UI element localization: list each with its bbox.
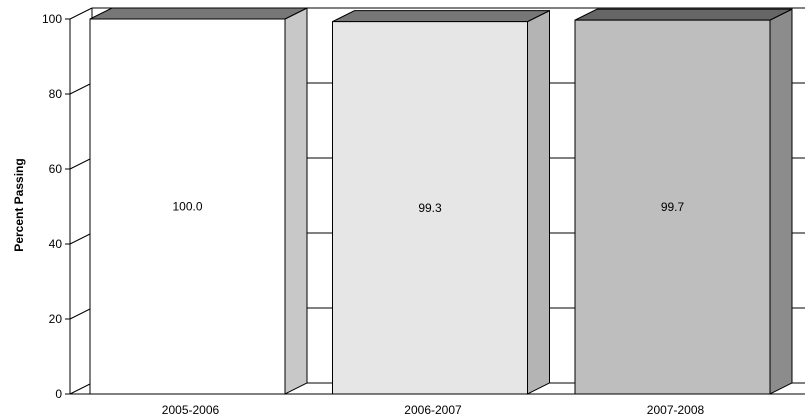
y-tick-label: 40 bbox=[49, 237, 63, 251]
y-tick-label: 0 bbox=[55, 387, 62, 401]
bar bbox=[574, 19, 771, 395]
bar-side bbox=[769, 8, 793, 395]
bar-top bbox=[89, 7, 308, 20]
bar-group: 100.0 bbox=[89, 7, 308, 395]
bar-top bbox=[574, 8, 793, 21]
y-tick-label: 60 bbox=[49, 162, 63, 176]
y-tick-label: 20 bbox=[49, 312, 63, 326]
bar bbox=[89, 18, 286, 395]
bar bbox=[332, 21, 528, 395]
x-tick-label: 2007-2008 bbox=[647, 403, 705, 417]
x-tick-label: 2006-2007 bbox=[404, 403, 462, 417]
floor-edge bbox=[69, 382, 93, 395]
data-label: 99.7 bbox=[661, 200, 685, 214]
y-axis-title: Percent Passing bbox=[12, 158, 26, 251]
data-label: 100.0 bbox=[172, 200, 202, 214]
bar-group: 99.3 bbox=[332, 9, 550, 395]
y-tick-label: 80 bbox=[49, 87, 63, 101]
bars: 100.0 99.3 99.7 bbox=[89, 7, 793, 395]
gridline-diagonal bbox=[69, 307, 93, 320]
bar-side bbox=[284, 7, 308, 395]
bar-group: 99.7 bbox=[574, 8, 793, 395]
y-axis-ticks: 0 20 40 60 80 100 bbox=[42, 12, 70, 401]
gridline-diagonal bbox=[69, 157, 93, 170]
gridline-diagonal bbox=[69, 232, 93, 245]
bar-top bbox=[332, 10, 550, 23]
data-label: 99.3 bbox=[418, 201, 442, 215]
y-tick-label: 100 bbox=[42, 12, 62, 26]
gridline-diagonal bbox=[69, 7, 93, 20]
x-axis-labels: 2005-2006 2006-2007 2007-2008 bbox=[162, 403, 705, 417]
x-tick-label: 2005-2006 bbox=[162, 403, 220, 417]
gridline-diagonal bbox=[69, 82, 93, 95]
bar-side bbox=[527, 9, 550, 395]
